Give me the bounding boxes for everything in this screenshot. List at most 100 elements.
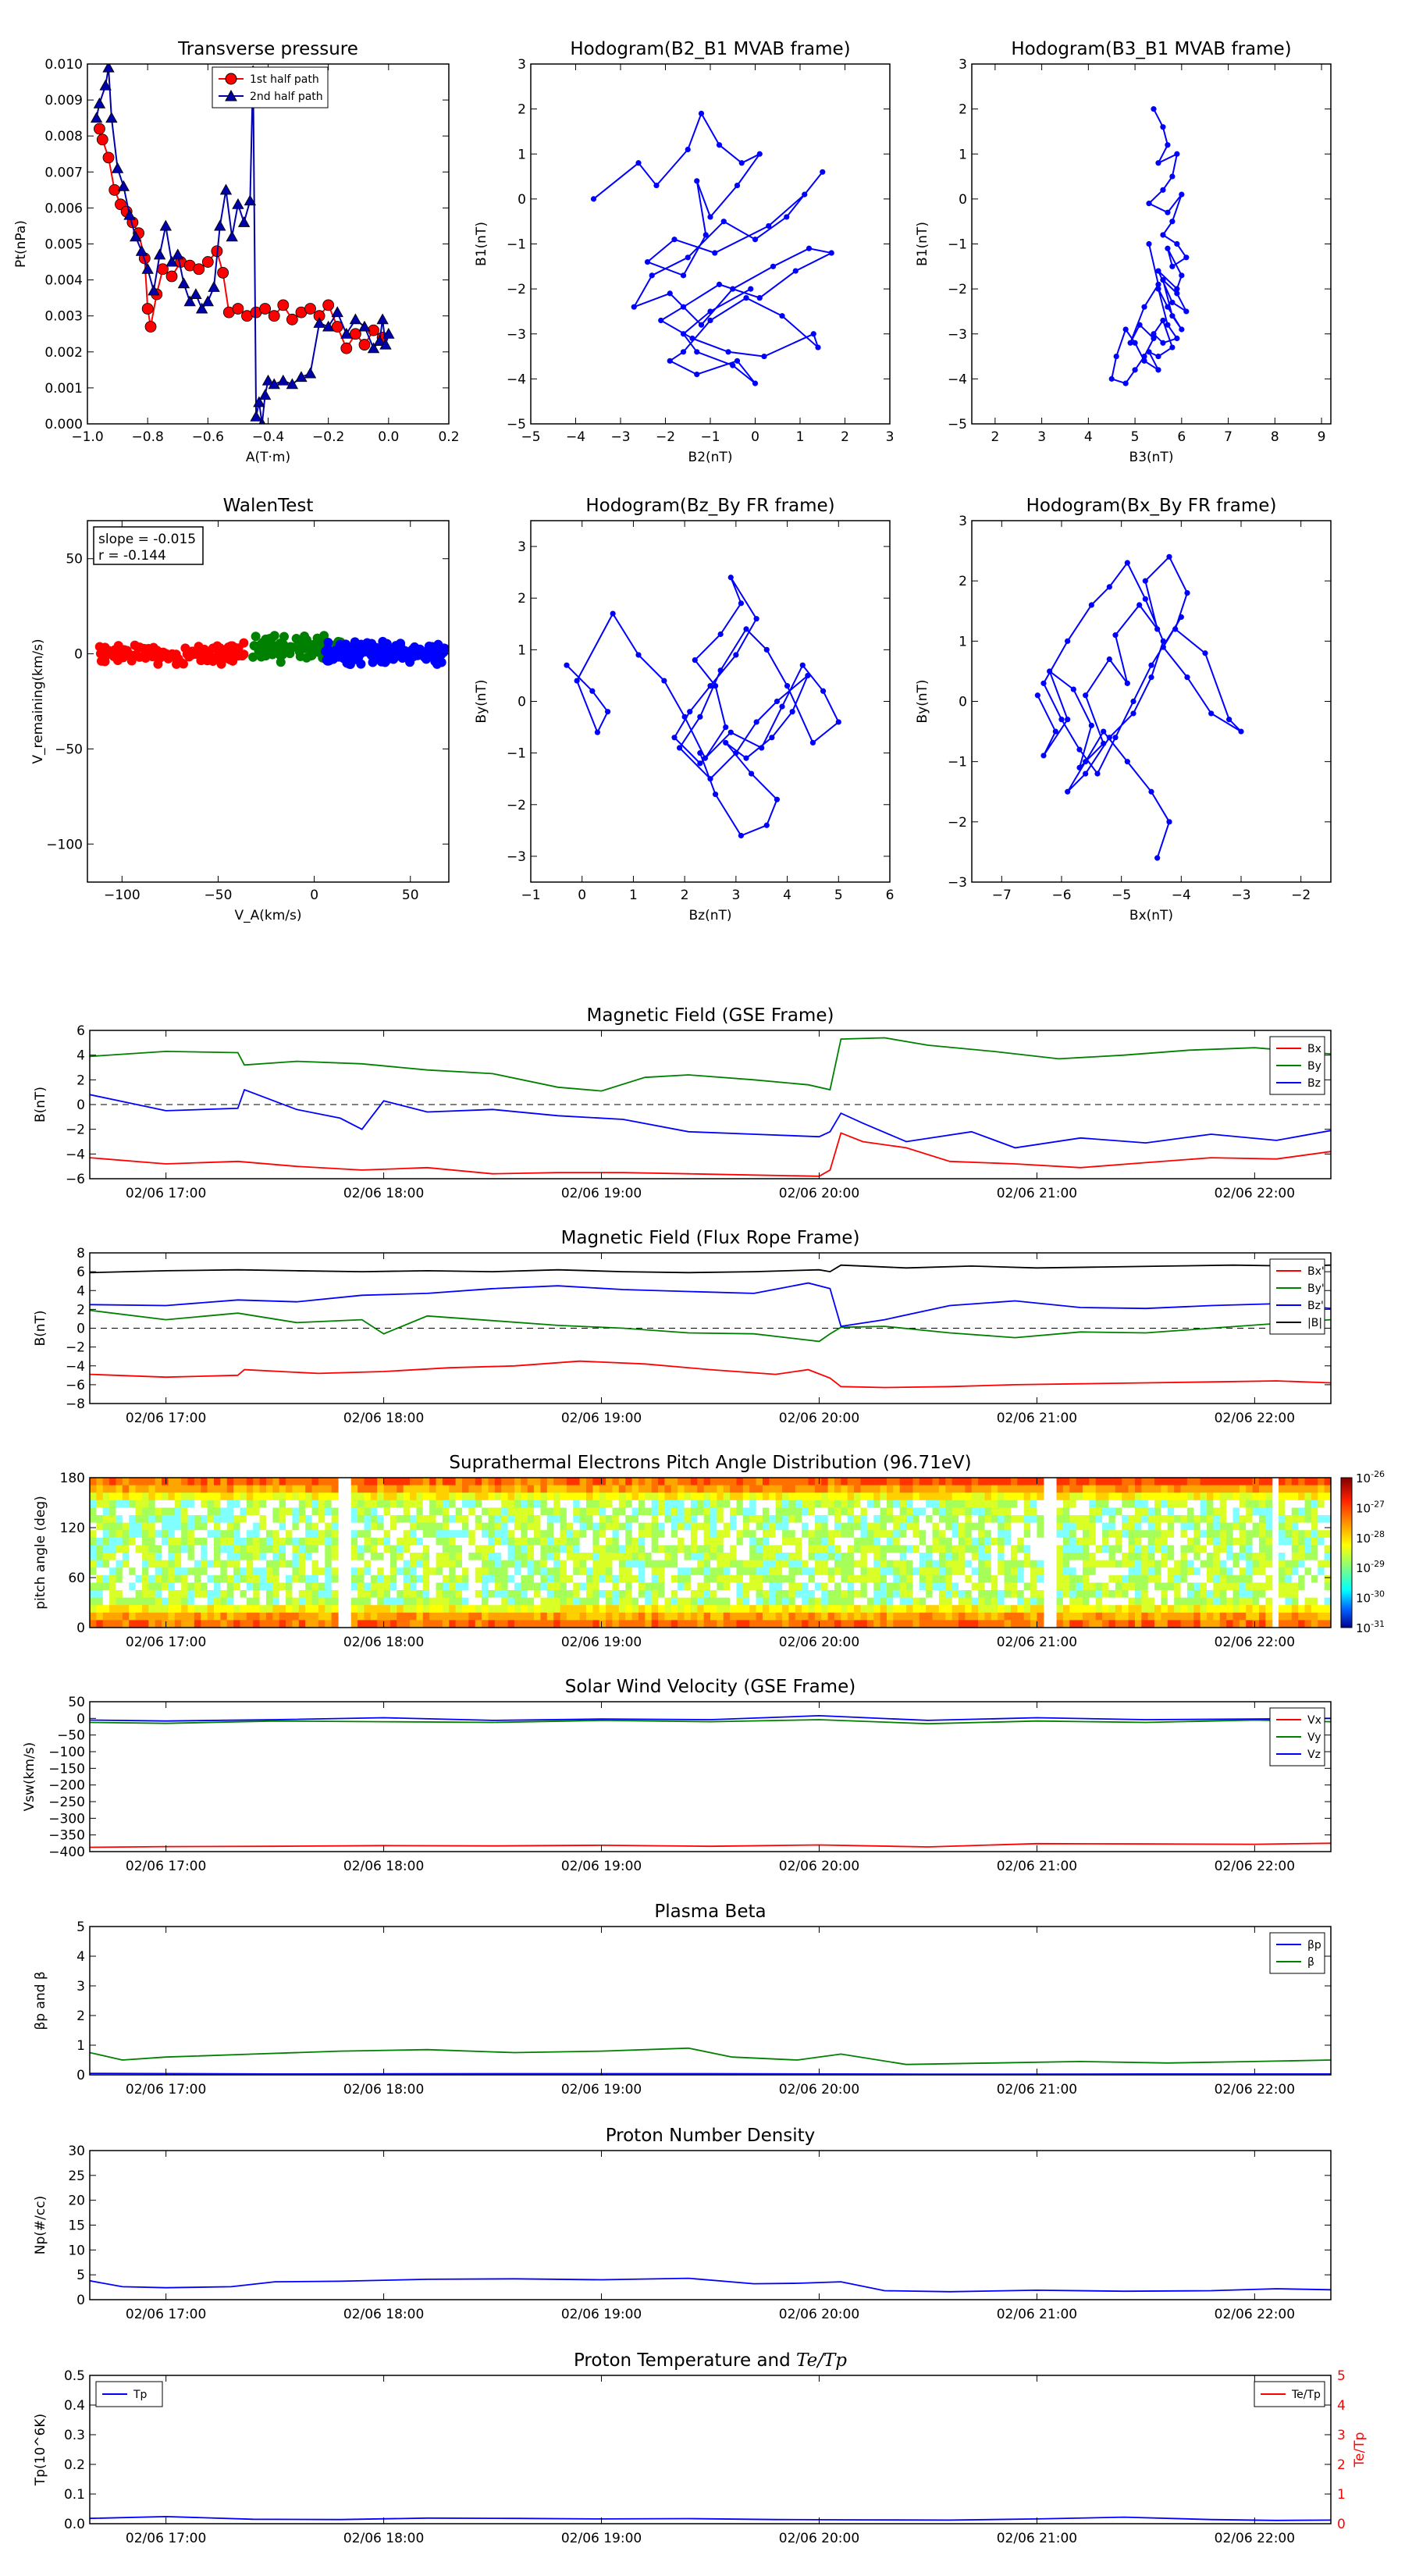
heatmap-cell xyxy=(841,1507,848,1516)
heatmap-cell xyxy=(730,1582,738,1591)
heatmap-cell xyxy=(96,1515,104,1524)
heatmap-cell xyxy=(1089,1522,1097,1531)
data-point xyxy=(1174,335,1180,342)
heatmap-cell xyxy=(1279,1500,1286,1508)
heatmap-cell xyxy=(932,1537,940,1546)
data-point xyxy=(1155,160,1161,166)
heatmap-cell xyxy=(1095,1522,1103,1531)
heatmap-cell xyxy=(141,1590,149,1599)
heatmap-cell xyxy=(1180,1620,1188,1628)
heatmap-cell xyxy=(847,1537,855,1546)
heatmap-cell xyxy=(534,1530,542,1539)
heatmap-cell xyxy=(1147,1493,1155,1501)
heatmap-cell xyxy=(259,1553,267,1561)
heatmap-cell xyxy=(1252,1560,1260,1568)
heatmap-cell xyxy=(305,1507,313,1516)
heatmap-cell xyxy=(560,1553,567,1561)
data-point xyxy=(1124,680,1130,686)
heatmap-cell xyxy=(697,1560,705,1568)
heatmap-cell xyxy=(226,1515,234,1524)
heatmap-cell xyxy=(521,1485,528,1493)
heatmap-cell xyxy=(717,1507,724,1516)
heatmap-cell xyxy=(756,1537,763,1546)
y-tick-label: 0.000 xyxy=(44,417,83,432)
heatmap-cell xyxy=(514,1574,521,1583)
heatmap-cell xyxy=(742,1485,750,1493)
heatmap-cell xyxy=(893,1530,901,1539)
heatmap-cell xyxy=(769,1620,777,1628)
heatmap-cell xyxy=(1252,1612,1260,1621)
heatmap-cell xyxy=(658,1537,666,1546)
heatmap-cell xyxy=(534,1507,542,1516)
heatmap-cell xyxy=(514,1507,521,1516)
heatmap-cell xyxy=(886,1590,894,1599)
heatmap-cell xyxy=(808,1574,816,1583)
heatmap-cell xyxy=(1239,1553,1247,1561)
heatmap-cell xyxy=(141,1597,149,1606)
heatmap-cell xyxy=(893,1553,901,1561)
legend-label: By xyxy=(1307,1060,1321,1073)
y-tick-label: 2 xyxy=(76,2008,85,2024)
heatmap-cell xyxy=(912,1537,920,1546)
data-point xyxy=(212,641,222,651)
heatmap-cell xyxy=(1298,1522,1306,1531)
heatmap-cell xyxy=(1232,1478,1240,1486)
heatmap-cell xyxy=(1180,1553,1188,1561)
heatmap-cell xyxy=(286,1567,293,1576)
heatmap-cell xyxy=(971,1574,979,1583)
data-point xyxy=(671,237,678,243)
heatmap-cell xyxy=(893,1620,901,1628)
heatmap-cell xyxy=(827,1590,835,1599)
heatmap-cell xyxy=(703,1522,711,1531)
heatmap-cell xyxy=(658,1567,666,1576)
heatmap-cell xyxy=(959,1493,966,1501)
heatmap-cell xyxy=(1010,1567,1018,1576)
heatmap-cell xyxy=(684,1545,692,1553)
plot-frame xyxy=(89,1477,1332,1628)
heatmap-cell xyxy=(194,1537,201,1546)
heatmap-cell xyxy=(834,1478,841,1486)
heatmap-cell xyxy=(1167,1597,1175,1606)
heatmap-cell xyxy=(971,1582,979,1591)
data-point xyxy=(720,219,727,225)
heatmap-cell xyxy=(762,1493,770,1501)
heatmap-cell xyxy=(1186,1515,1194,1524)
heatmap-cell xyxy=(259,1478,267,1486)
heatmap-cell xyxy=(919,1605,927,1614)
heatmap-cell xyxy=(678,1612,685,1621)
heatmap-cell xyxy=(756,1612,763,1621)
heatmap-cell xyxy=(684,1537,692,1546)
heatmap-cell xyxy=(292,1567,300,1576)
heatmap-cell xyxy=(475,1597,482,1606)
heatmap-cell xyxy=(1010,1620,1018,1628)
heatmap-cell xyxy=(546,1530,554,1539)
heatmap-cell xyxy=(1207,1612,1214,1621)
heatmap-cell xyxy=(403,1597,411,1606)
heatmap-cell xyxy=(1252,1620,1260,1628)
heatmap-cell xyxy=(141,1478,149,1486)
heatmap-cell xyxy=(566,1537,574,1546)
heatmap-cell xyxy=(1285,1493,1293,1501)
heatmap-cell xyxy=(168,1560,176,1568)
heatmap-cell xyxy=(521,1612,528,1621)
heatmap-cell xyxy=(116,1478,123,1486)
heatmap-cell xyxy=(410,1560,418,1568)
heatmap-cell xyxy=(854,1515,862,1524)
series-line xyxy=(95,67,389,424)
heatmap-cell xyxy=(703,1560,711,1568)
heatmap-cell xyxy=(658,1553,666,1561)
heatmap-cell xyxy=(416,1605,424,1614)
heatmap-cell xyxy=(272,1574,280,1583)
heatmap-cell xyxy=(1004,1522,1012,1531)
y-tick-label: 0.004 xyxy=(44,273,83,289)
heatmap-cell xyxy=(919,1537,927,1546)
heatmap-cell xyxy=(638,1530,646,1539)
heatmap-cell xyxy=(265,1612,273,1621)
data-point xyxy=(1151,331,1157,337)
heatmap-cell xyxy=(998,1560,1005,1568)
heatmap-cell xyxy=(96,1582,104,1591)
heatmap-cell xyxy=(573,1605,581,1614)
heatmap-cell xyxy=(534,1620,542,1628)
heatmap-cell xyxy=(422,1485,430,1493)
heatmap-cell xyxy=(1004,1560,1012,1568)
